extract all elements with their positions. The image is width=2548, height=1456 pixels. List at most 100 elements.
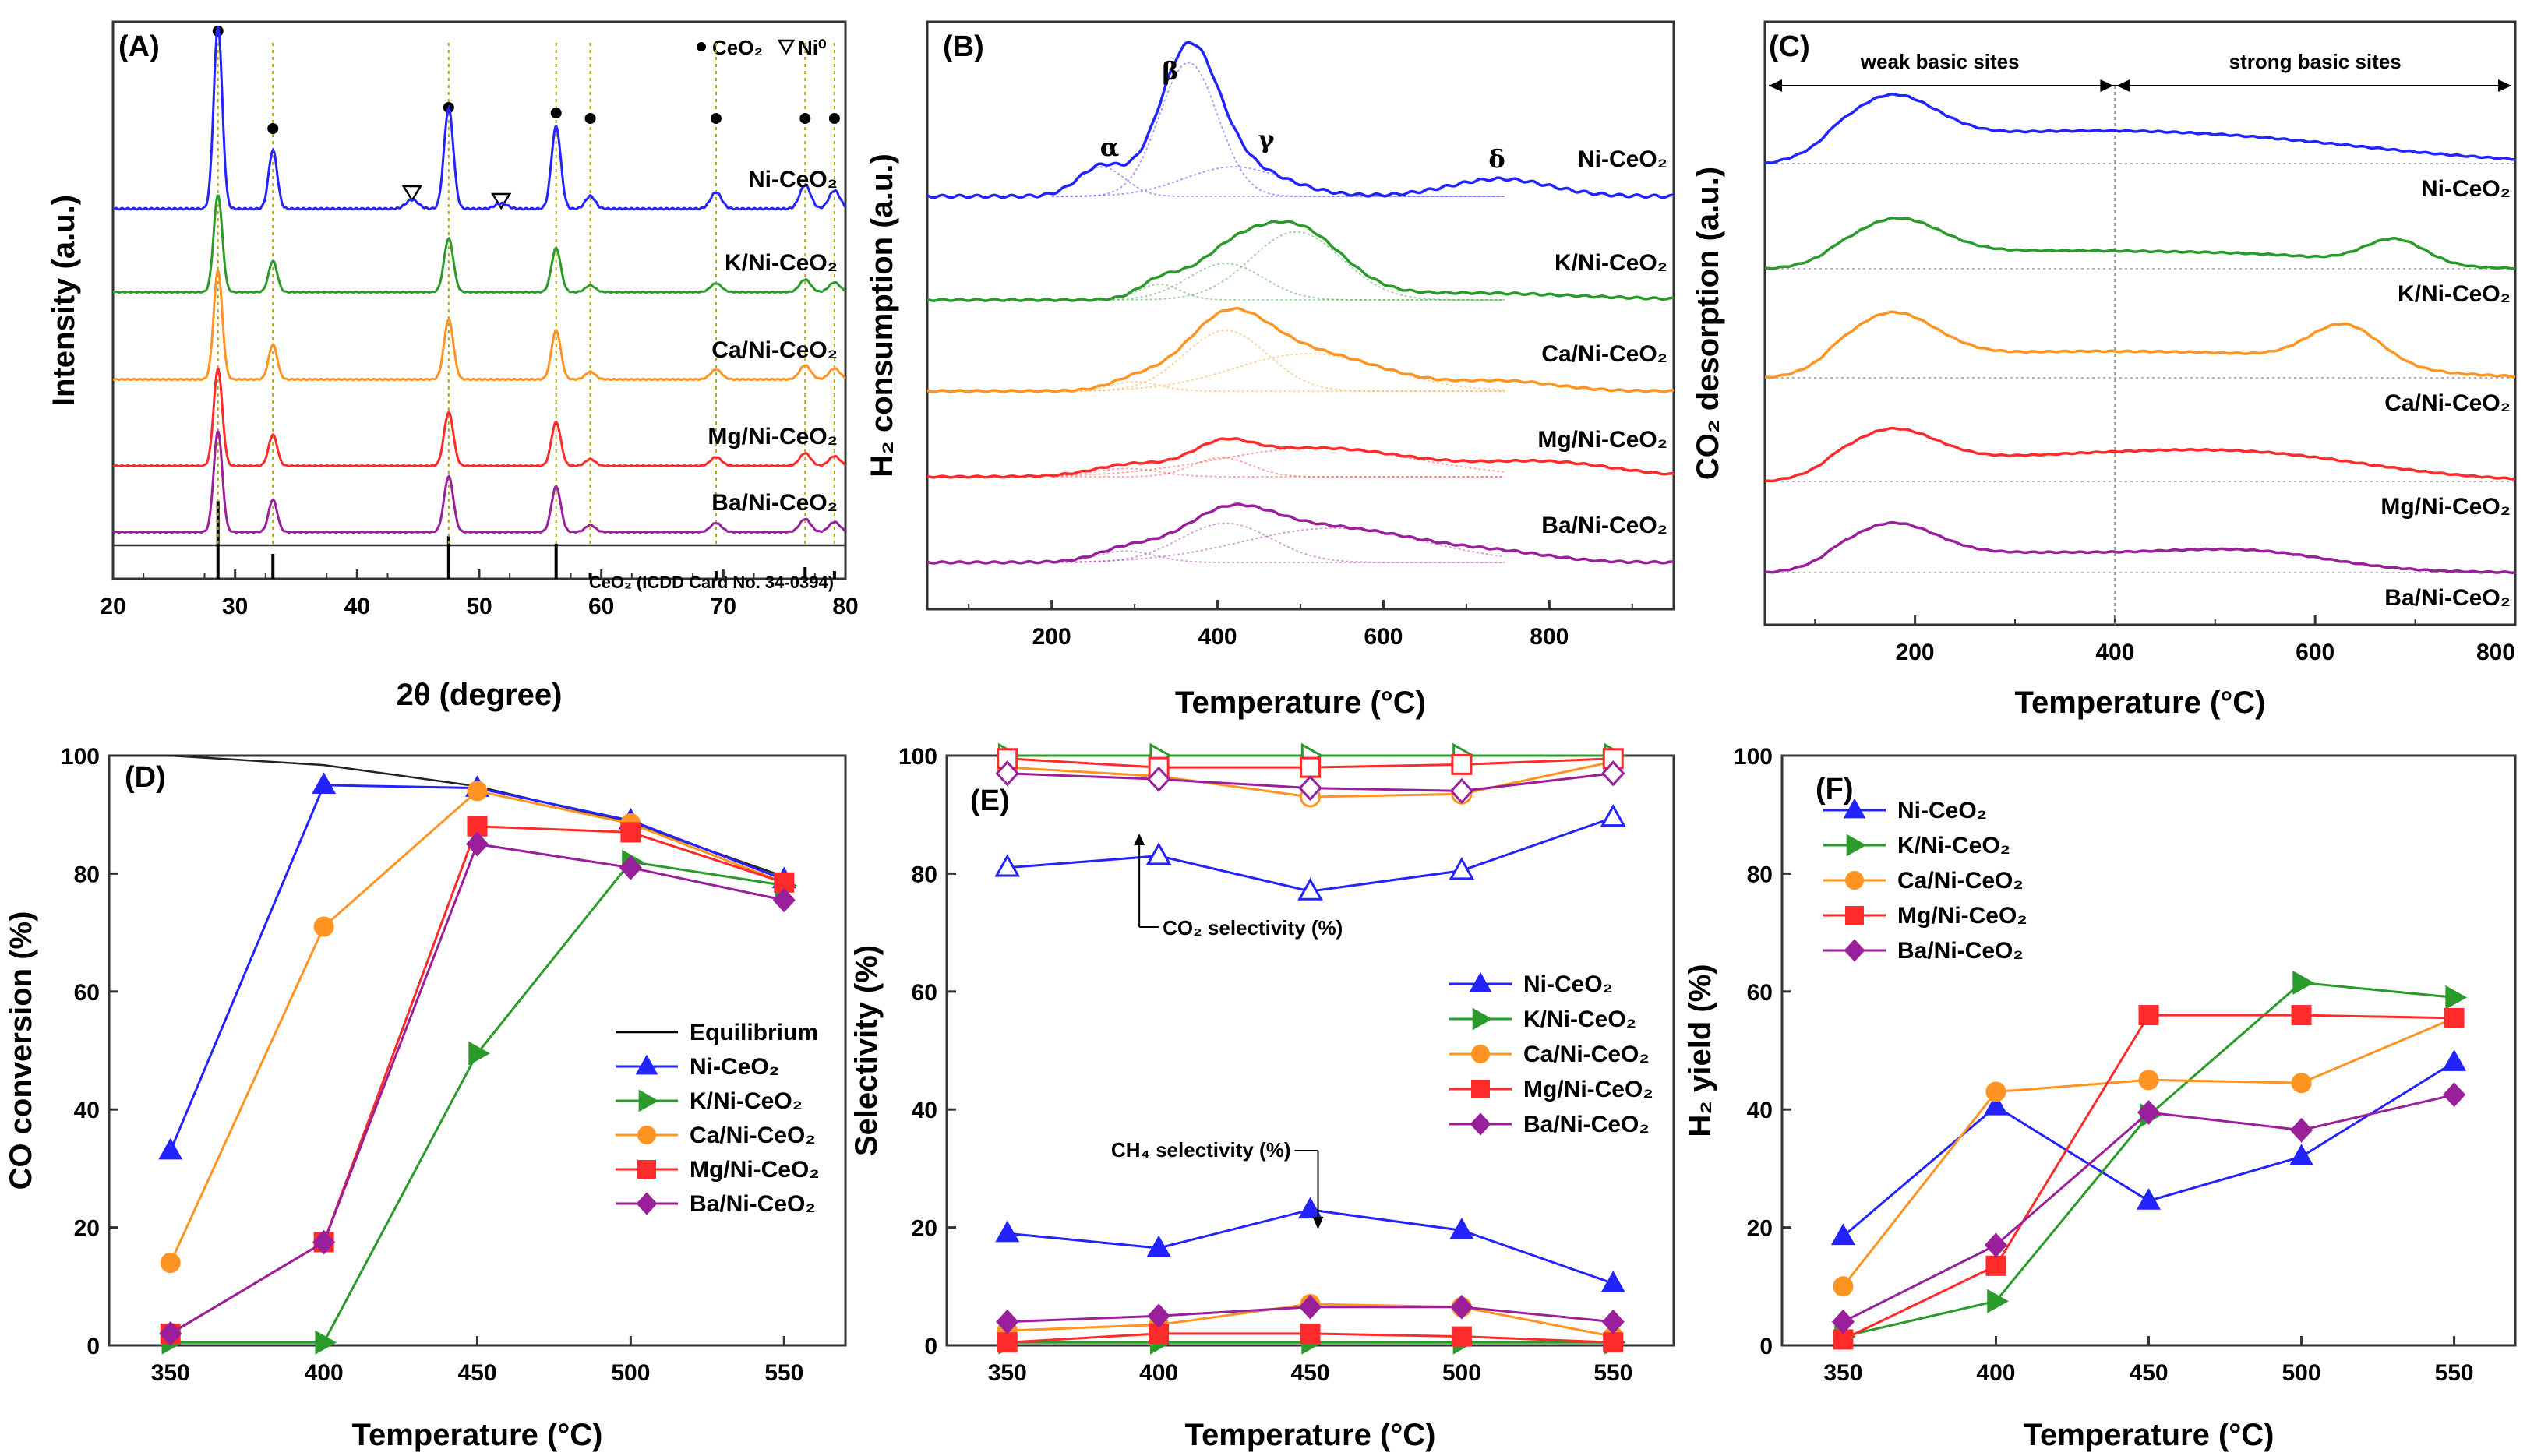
ceo2-peak-marker	[828, 113, 840, 124]
xrd-trace	[112, 25, 847, 211]
region-arrowhead	[2116, 79, 2130, 92]
x-tick-label: 350	[1823, 1360, 1862, 1386]
xrd-trace	[112, 194, 846, 294]
y-tick-label: 80	[912, 862, 937, 887]
panel-label: (C)	[1769, 30, 1810, 63]
data-point	[2138, 1070, 2159, 1091]
data-point	[2136, 1188, 2162, 1210]
ceo2-legend-label: CeO₂	[712, 36, 763, 59]
legend-marker	[638, 1089, 659, 1112]
legend-label: Ca/Ni-CeO₂	[1523, 1042, 1650, 1067]
x-tick-label: 60	[588, 594, 614, 619]
data-point	[313, 916, 334, 937]
legend-label: Ni-CeO₂	[1897, 798, 1987, 823]
x-tick-label: 350	[151, 1360, 190, 1386]
data-point	[1297, 1197, 1323, 1219]
panel-e: 350 400 450 500 550 0 20 40 60 80 100 Temperature (…	[849, 742, 1675, 1452]
series-label: Ba/Ni-CeO₂	[1541, 513, 1667, 538]
x-tick-label: 500	[611, 1360, 650, 1386]
x-tick-label: 550	[764, 1360, 803, 1386]
series-label: Ni-CeO₂	[1578, 146, 1667, 172]
series-label: Ni-CeO₂	[748, 167, 838, 192]
y-tick-label: 80	[74, 862, 100, 887]
panel-label: (D)	[125, 761, 166, 794]
legend-marker	[1470, 1112, 1491, 1136]
data-point	[1600, 1271, 1625, 1292]
annotation-arrowhead	[1312, 1217, 1324, 1229]
tpr-trace	[926, 220, 1675, 302]
series-label: Mg/Ni-CeO₂	[1537, 427, 1667, 453]
data-point	[1300, 756, 1321, 778]
panel-d: 350 400 450 500 550 0 20 40 60 80 100 Temperature (…	[4, 744, 847, 1452]
legend-label: Mg/Ni-CeO₂	[1897, 903, 2027, 929]
data-point	[1298, 775, 1322, 802]
legend-label: Ni-CeO₂	[1523, 971, 1613, 997]
data-point	[619, 855, 642, 880]
weak-sites-label: weak basic sites	[1860, 50, 2020, 73]
series-label: K/Ni-CeO₂	[1555, 250, 1667, 276]
x-tick-label: 500	[1442, 1360, 1481, 1386]
y-axis-title: H₂ yield (%)	[1683, 964, 1717, 1137]
deconvolution-peak	[1051, 166, 1505, 197]
x-tick-label: 550	[1593, 1360, 1632, 1386]
series-label: Mg/Ni-CeO₂	[2380, 494, 2511, 520]
x-tick-label: 400	[305, 1360, 344, 1386]
deconvolution-peak	[1051, 527, 1505, 563]
strong-sites-label: strong basic sites	[2229, 50, 2402, 73]
legend-label: Equilibrium	[690, 1020, 818, 1045]
y-tick-label: 60	[74, 980, 100, 1006]
data-point	[1830, 1223, 1855, 1246]
data-point	[1298, 1294, 1322, 1320]
plot-frame	[1780, 754, 2517, 1347]
y-axis-title: H₂ consumption (a.u.)	[865, 153, 899, 478]
x-tick-label: 800	[1530, 624, 1569, 650]
y-tick-label: 20	[74, 1216, 100, 1242]
y-tick-label: 40	[74, 1098, 100, 1123]
series-label: Ca/Ni-CeO₂	[1541, 341, 1667, 367]
data-point	[2291, 1073, 2312, 1094]
data-point	[1297, 877, 1323, 901]
x-tick-label: 500	[2282, 1360, 2321, 1386]
y-axis-title: CO conversion (%)	[4, 911, 38, 1190]
data-point	[1449, 777, 1474, 805]
data-point	[1833, 1276, 1854, 1297]
legend-label: K/Ni-CeO₂	[690, 1088, 803, 1114]
deconvolution-peak	[1051, 263, 1505, 301]
x-tick-label: 600	[2296, 640, 2334, 665]
y-tick-label: 60	[1747, 980, 1773, 1006]
data-point	[467, 781, 488, 802]
reference-label: CeO₂ (ICDD Card No. 34-0394)	[589, 573, 834, 592]
data-point	[1451, 753, 1473, 775]
deconvolution-peak	[1051, 330, 1505, 392]
deconvolution-peak	[1051, 283, 1505, 301]
data-point	[159, 1320, 182, 1346]
legend-marker	[1472, 1007, 1493, 1031]
ni-legend-marker	[777, 39, 796, 55]
xrd-trace	[112, 368, 846, 468]
legend-marker	[1845, 871, 1864, 890]
data-point	[2137, 1100, 2161, 1125]
region-arrowhead	[2498, 79, 2511, 92]
data-point	[995, 1220, 1020, 1243]
x-tick-label: 50	[466, 594, 492, 619]
legend-label: Ca/Ni-CeO₂	[1897, 868, 2024, 894]
y-tick-label: 20	[1747, 1216, 1773, 1242]
x-tick-label: 400	[2095, 640, 2134, 665]
data-point	[1600, 804, 1626, 827]
xrd-trace	[112, 270, 846, 382]
panel-f: 350 400 450 500 550 0 20 40 60 80 100 Temperature (…	[1683, 744, 2517, 1452]
data-point	[1449, 857, 1475, 880]
series-label: Ba/Ni-CeO₂	[2384, 585, 2511, 611]
peak-label: γ	[1258, 125, 1275, 154]
panel-a: 20 30 40 50 60 70 80 2θ (degree) Intensity (a.u.…	[47, 20, 859, 712]
deconvolution-peak	[1051, 467, 1505, 478]
series-line	[1842, 1014, 2454, 1341]
x-axis-title: Temperature (°C)	[2015, 686, 2266, 720]
data-point	[2289, 1117, 2313, 1143]
data-point	[1601, 760, 1625, 787]
deconvolution-peak	[1051, 447, 1505, 477]
deconvolution-peak	[1051, 522, 1505, 563]
legend-label: K/Ni-CeO₂	[1897, 833, 2010, 858]
series-line	[1842, 1017, 2455, 1288]
x-tick-label: 550	[2435, 1360, 2474, 1386]
